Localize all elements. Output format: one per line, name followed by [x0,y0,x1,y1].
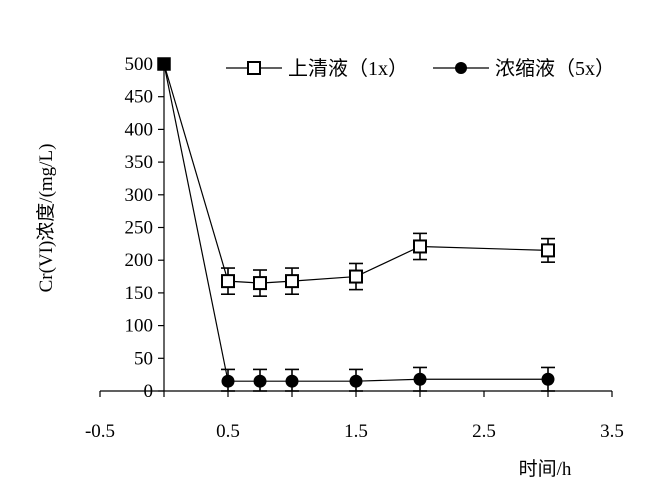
data-point-circle [285,374,299,388]
y-tick-label: 350 [125,152,154,173]
data-point-circle [221,374,235,388]
data-point-circle [413,372,427,386]
legend-marker-square [247,61,261,75]
y-tick-label: 300 [125,185,154,206]
x-axis-title: 时间/h [519,458,572,480]
y-tick-label: 250 [125,218,154,239]
legend: 上清液（1x） 浓缩液（5x） [226,57,615,80]
data-point-square [285,274,299,289]
y-tick-label: 0 [144,381,154,402]
data-point-square [221,274,235,289]
data-point-circle [349,374,363,388]
series-line [163,63,549,284]
legend-item-2: 浓缩液（5x） [433,57,615,80]
y-axis-title: Cr(VI)浓度/(mg/L) [35,144,57,293]
series-2 [157,57,555,392]
x-tick-label: 2.5 [472,421,496,442]
data-point-square [349,269,363,284]
data-point-square [413,239,427,254]
y-tick-label: 500 [125,54,154,75]
y-tick-label: 400 [125,119,154,140]
data-point-circle [157,57,171,71]
legend-label: 上清液（1x） [288,57,408,80]
y-tick-label: 450 [125,87,154,108]
data-point-circle [541,372,555,386]
axes: -0.5 0.5 1.5 2.5 3.5 0 50 100 150 200 250 300 350 400… [85,54,624,442]
series-line [163,63,548,382]
series-layer [157,57,555,392]
x-tick-label: 0.5 [216,421,240,442]
y-tick-label: 100 [125,316,154,337]
y-tick-label: 200 [125,250,154,271]
legend-label: 浓缩液（5x） [495,57,615,80]
legend-marker-circle [455,62,467,74]
y-tick-label: 150 [125,283,154,304]
x-tick-label: 1.5 [344,421,368,442]
series-1 [157,57,555,297]
x-tick-label: 3.5 [600,421,624,442]
legend-item-1: 上清液（1x） [226,57,408,80]
data-point-square [253,276,267,291]
data-point-circle [253,374,267,388]
x-tick-label: -0.5 [85,421,115,442]
y-tick-label: 50 [134,348,153,369]
data-point-square [541,243,555,258]
